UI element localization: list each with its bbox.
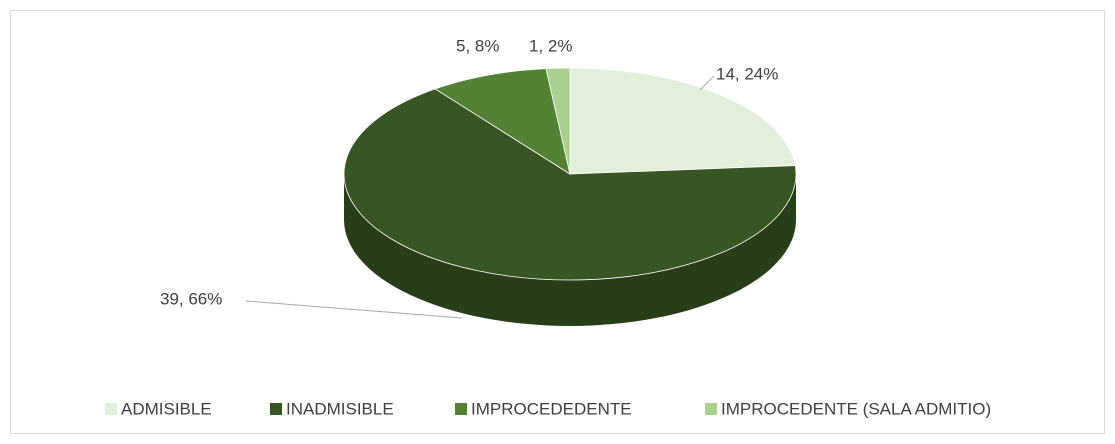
legend-label: IMPROCEDENTE (SALA ADMITIO) [721, 399, 991, 418]
legend-label: ADMISIBLE [121, 399, 212, 418]
legend-swatch [455, 403, 467, 415]
legend-label: INADMISIBLE [286, 399, 394, 418]
legend-swatch [105, 403, 117, 415]
data-label: 5, 8% [456, 36, 499, 55]
legend-label: IMPROCEDEDENTE [471, 399, 632, 418]
pie-slice [434, 68, 571, 175]
legend-swatch [705, 403, 717, 415]
leader-line [245, 300, 463, 319]
data-label: 39, 66% [160, 289, 222, 308]
data-label: 14, 24% [716, 64, 778, 83]
leader-line [699, 75, 715, 91]
legend-swatch [270, 403, 282, 415]
data-label: 1, 2% [529, 36, 572, 55]
pie-slice [569, 67, 796, 175]
pie-side [344, 174, 796, 326]
pie-slice [545, 67, 571, 175]
pie-slice [343, 88, 797, 281]
